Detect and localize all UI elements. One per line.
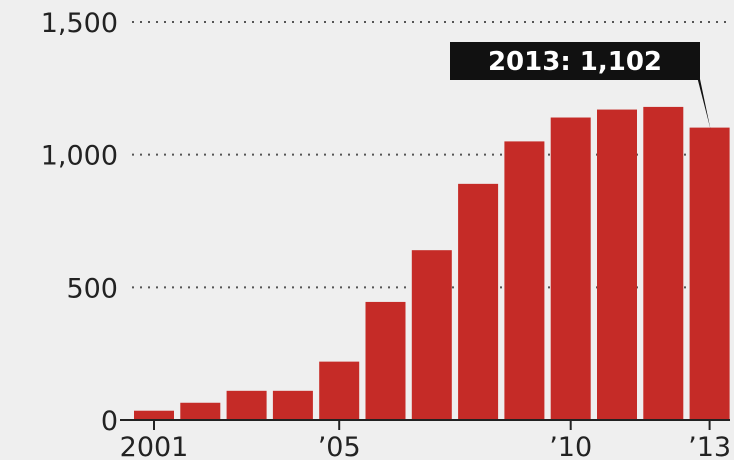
x-tick-label: ’10 bbox=[549, 432, 592, 460]
y-tick-label: 1,000 bbox=[41, 141, 118, 172]
y-tick-label: 0 bbox=[101, 406, 118, 437]
bar bbox=[689, 127, 730, 421]
bars bbox=[134, 106, 730, 421]
value-callout: 2013: 1,102 bbox=[450, 42, 711, 130]
bar bbox=[597, 109, 637, 420]
bar bbox=[458, 183, 499, 420]
x-tick-label: ’05 bbox=[318, 432, 361, 460]
callout-box bbox=[450, 42, 700, 80]
bar bbox=[180, 402, 221, 420]
bar bbox=[134, 410, 174, 420]
y-tick-label: 1,500 bbox=[41, 8, 118, 39]
bar bbox=[319, 361, 360, 420]
x-tick-label: 2001 bbox=[120, 432, 189, 460]
y-tick-label: 500 bbox=[66, 273, 118, 304]
bar bbox=[272, 390, 313, 420]
bar bbox=[411, 250, 452, 420]
bar bbox=[643, 106, 684, 420]
x-axis-ticks: 2001 ’05 ’10 ’13 bbox=[120, 420, 731, 460]
bar bbox=[226, 390, 267, 420]
bar bbox=[550, 117, 591, 421]
x-tick-label: ’13 bbox=[688, 432, 731, 460]
callout-pointer bbox=[697, 79, 711, 130]
bar bbox=[365, 301, 406, 420]
y-axis-tick-labels: 0 500 1,000 1,500 bbox=[41, 8, 118, 437]
callout-label: 2013: 1,102 bbox=[488, 47, 662, 77]
bar bbox=[504, 141, 545, 420]
